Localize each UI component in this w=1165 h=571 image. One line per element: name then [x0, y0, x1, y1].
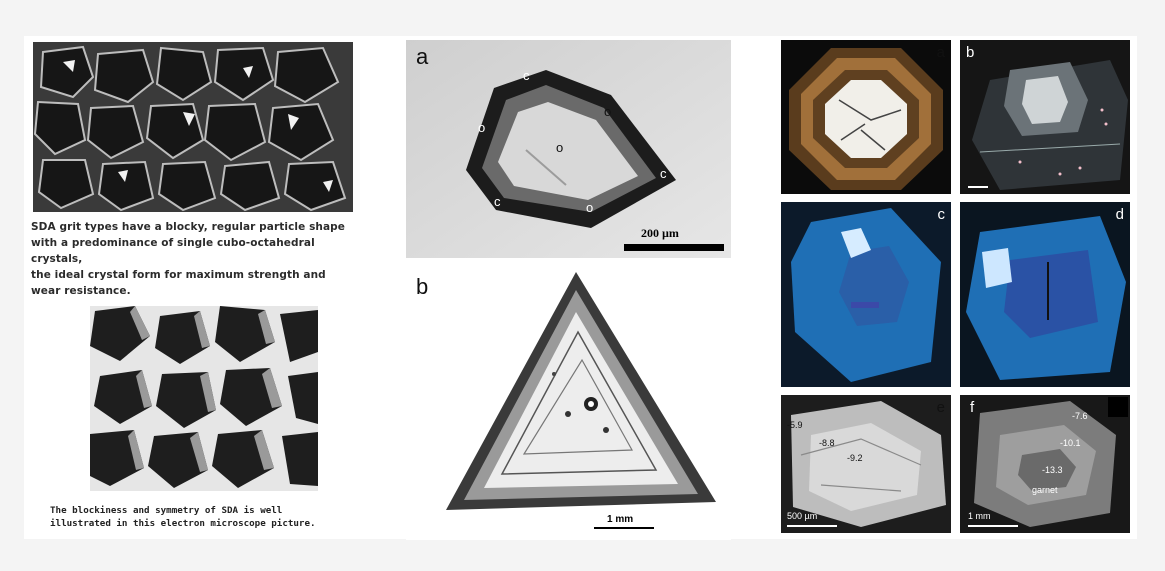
scalebar-a-label: 200 µm — [641, 226, 679, 240]
tile-a-amber-section: a — [781, 40, 951, 194]
tile-f-scalebar — [968, 525, 1018, 527]
blue-zoned-crystal-image — [960, 202, 1130, 387]
caption-bottom-line-2: illustrated in this electron microscope … — [50, 518, 316, 529]
caption-bottom-line-1: The blockiness and symmetry of SDA is we… — [50, 505, 283, 516]
crystal-outline-image — [406, 40, 731, 258]
scalebar-b — [594, 527, 654, 529]
tile-c-blue-cl: c — [781, 202, 951, 387]
caption-top-line-2: with a predominance of single cubo-octah… — [31, 237, 315, 265]
tile-d-label: d — [1115, 206, 1124, 223]
grit-photo-top — [33, 42, 353, 212]
caption-top-line-3: the ideal crystal form for maximum stren… — [31, 269, 326, 281]
tile-f-label: f — [970, 399, 975, 416]
grey-zoned-crystal-image — [960, 395, 1130, 533]
mark-o-2: o — [604, 104, 612, 119]
tile-e-scalebar — [787, 525, 837, 527]
tile-b-scalebar — [968, 186, 988, 188]
scalebar-b-label: 1 mm — [607, 514, 634, 525]
value-f-3: -13.3 — [1042, 465, 1063, 475]
mark-c-3: c — [494, 194, 501, 209]
value-e-3: -9.2 — [847, 453, 863, 463]
mark-c-2: c — [660, 166, 667, 181]
panel-a-label: a — [416, 44, 429, 69]
blue-crystal-image — [781, 202, 951, 387]
tile-f-scalebar-label: 1 mm — [968, 511, 991, 521]
electron-microscope-image — [90, 306, 318, 491]
caption-bottom: The blockiness and symmetry of SDA is we… — [50, 504, 370, 530]
mark-c-1: c — [523, 68, 530, 83]
panel-b-label: b — [416, 274, 429, 299]
zoned-crystal-image — [960, 40, 1130, 194]
mark-o-4: o — [586, 200, 594, 215]
value-e-2: -8.8 — [819, 438, 835, 448]
triangle-crystal-image — [446, 272, 716, 510]
scalebar-a — [624, 244, 724, 251]
tile-e-scalebar-label: 500 µm — [787, 511, 818, 521]
tile-b-cl-section: b — [960, 40, 1130, 194]
grey-crystal-image — [781, 395, 951, 533]
value-f-1: -7.6 — [1072, 411, 1088, 421]
tile-d-blue-cl: d — [960, 202, 1130, 387]
caption-top: SDA grit types have a blocky, regular pa… — [31, 219, 361, 299]
garnet-annotation: garnet — [1032, 485, 1058, 495]
value-f-2: -10.1 — [1060, 438, 1081, 448]
value-e-1: -5.9 — [787, 420, 803, 430]
tile-a-label: a — [936, 44, 945, 61]
tile-f-cl-grey: f -7.6 -10.1 -13.3 garnet 1 mm — [960, 395, 1130, 533]
mark-o-3: o — [556, 140, 564, 155]
tile-b-label: b — [966, 44, 975, 61]
mark-o-1: o — [478, 120, 486, 135]
grit-photo-bottom — [90, 306, 318, 491]
tile-e-label: e — [936, 399, 945, 416]
panel-b-triangular-crystal: b 1 mm — [406, 262, 731, 540]
grit-particles-image — [33, 42, 353, 212]
tile-e-cl-grey: e -5.9 -8.8 -9.2 500 µm — [781, 395, 951, 533]
caption-top-line-1: SDA grit types have a blocky, regular pa… — [31, 221, 346, 233]
tile-c-label: c — [937, 206, 946, 223]
caption-top-line-4: wear resistance. — [31, 285, 131, 297]
amber-crystal-image — [781, 40, 951, 194]
panel-a-optical-micrograph: a c o o o c c o 200 µm — [406, 40, 731, 258]
